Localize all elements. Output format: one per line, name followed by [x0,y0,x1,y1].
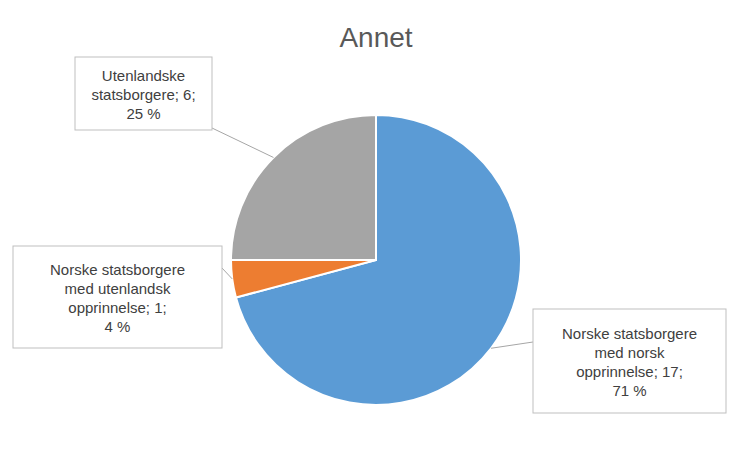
html-text:Annet: Annet [339,22,413,53]
svg-text:Norske statsborgeremed norskop: Norske statsborgeremed norskopprinnelse;… [562,324,697,398]
svg-text:Utenlandskestatsborgere; 6;25: Utenlandskestatsborgere; 6;25 % [91,66,195,121]
svg-text:Norske statsborgeremed utenlan: Norske statsborgeremed utenlandskopprinn… [50,260,185,334]
